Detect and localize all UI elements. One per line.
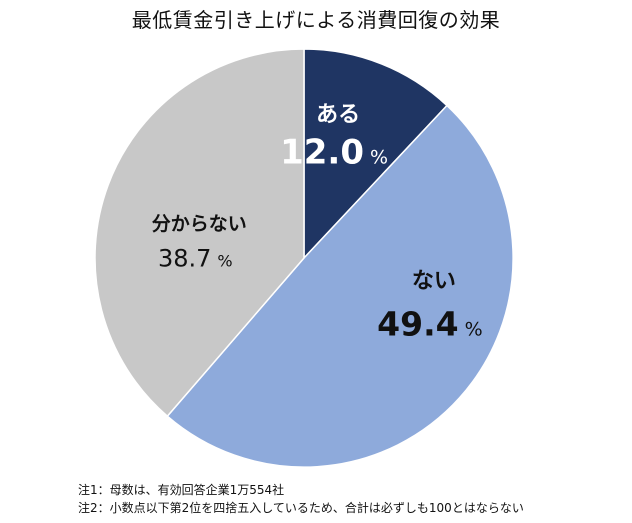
- slice-value-2: 49.4%: [377, 305, 482, 344]
- slice-label-3: 分からない: [152, 213, 247, 235]
- chart-title: 最低賃金引き上げによる消費回復の効果: [131, 8, 501, 32]
- pie-slice-2: [166, 104, 514, 468]
- slice-label-2: ない: [412, 269, 456, 294]
- pie-slice-1: [303, 48, 449, 260]
- pie-slice-3: [94, 48, 305, 418]
- slice-label-1: ある: [316, 102, 360, 127]
- footnote-1: 注1：母数は、有効回答企業1万554社: [78, 483, 285, 497]
- slice-value-3: 38.7%: [158, 245, 233, 273]
- footnotes: 注1：母数は、有効回答企業1万554社 注2：小数点以下第2位を四捨五入している…: [78, 481, 524, 517]
- pie-chart: ある 12.0 % ない 49.4 % 分からない 38.7%: [94, 48, 514, 468]
- footnote-2: 注2：小数点以下第2位を四捨五入しているため、合計は必ずしも100とはならない: [78, 501, 524, 515]
- slice-value-1: 12.0%: [280, 132, 388, 172]
